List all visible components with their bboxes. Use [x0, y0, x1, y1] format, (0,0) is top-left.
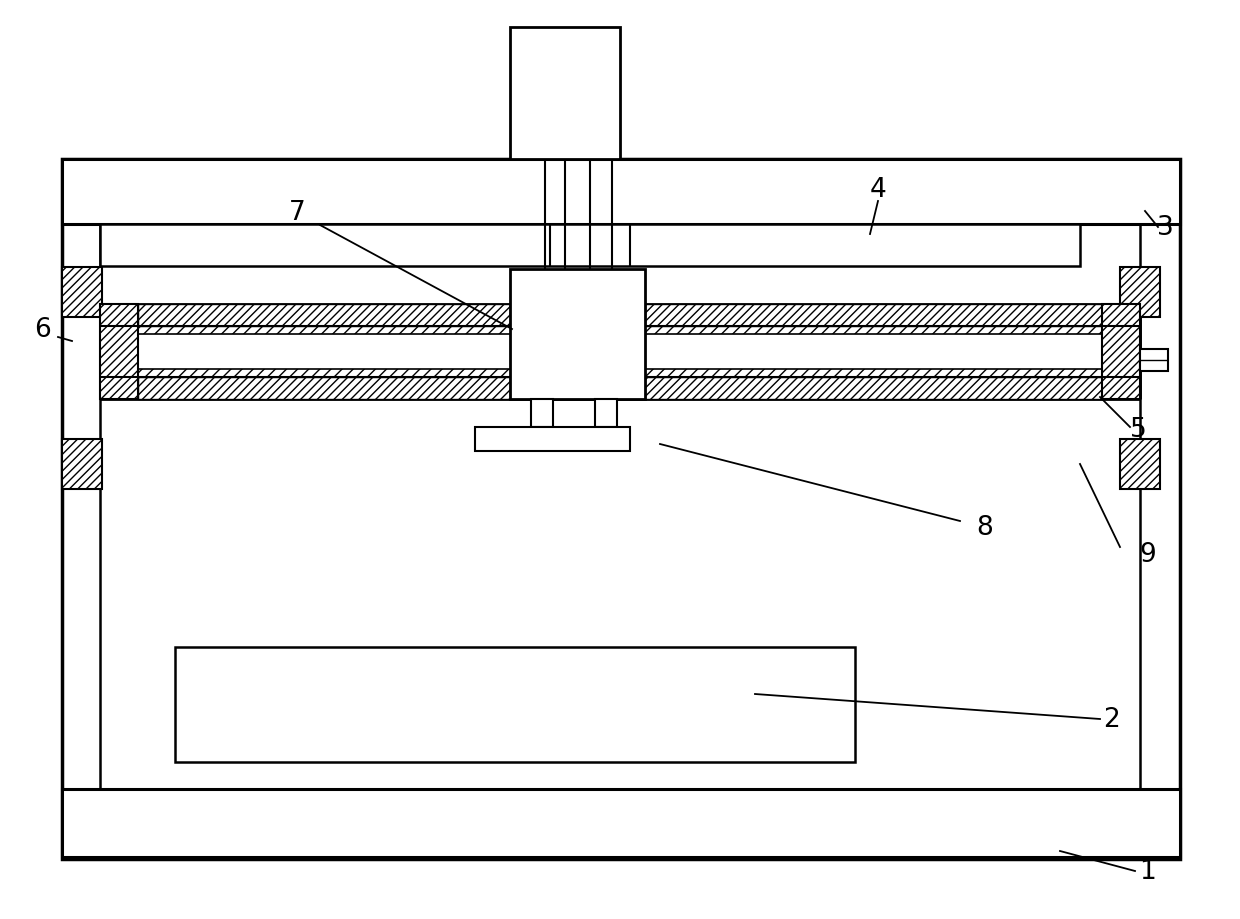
Bar	[62, 439, 102, 490]
Text: 9: 9	[1140, 541, 1157, 567]
Bar	[1120, 267, 1159, 318]
Bar	[138, 335, 510, 369]
Bar	[1102, 305, 1140, 400]
Bar	[645, 326, 1102, 378]
Bar	[1120, 439, 1159, 490]
Bar	[138, 378, 510, 400]
Text: 6: 6	[33, 317, 51, 343]
Bar	[595, 400, 618, 427]
Text: 5: 5	[1130, 416, 1146, 443]
Bar	[645, 305, 1102, 326]
Bar	[100, 225, 1080, 267]
Bar	[138, 326, 510, 378]
Bar	[531, 400, 553, 427]
Bar	[475, 427, 630, 451]
Bar	[62, 267, 102, 318]
Text: 7: 7	[289, 199, 305, 226]
Bar	[645, 378, 1102, 400]
Bar	[100, 305, 138, 400]
Text: 4: 4	[869, 176, 887, 203]
Bar	[62, 160, 1180, 859]
Bar	[138, 305, 510, 326]
Bar	[645, 335, 1102, 369]
Bar	[510, 28, 620, 160]
Text: 2: 2	[1104, 706, 1121, 732]
Bar	[510, 269, 645, 400]
Bar	[175, 647, 856, 762]
Bar	[62, 160, 1180, 225]
Text: 1: 1	[1140, 858, 1157, 884]
Text: 3: 3	[1157, 215, 1173, 241]
Bar	[62, 789, 1180, 857]
Bar	[1140, 349, 1168, 371]
Text: 8: 8	[977, 515, 993, 540]
